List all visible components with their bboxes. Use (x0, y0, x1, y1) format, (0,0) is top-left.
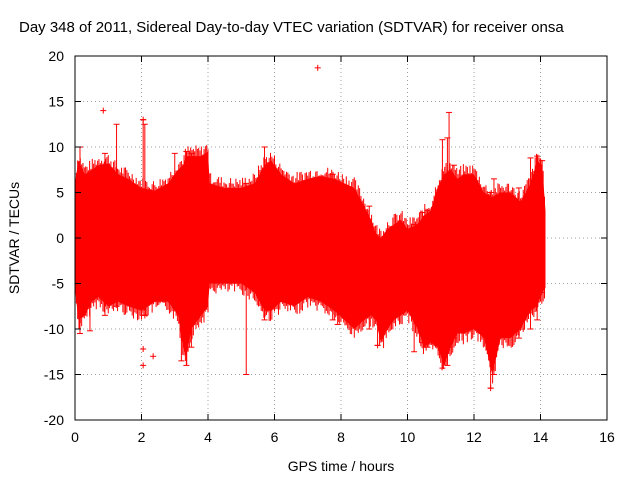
outlier-point (487, 385, 494, 392)
y-tick-label: 0 (56, 230, 64, 246)
axis-ticks (74, 55, 608, 421)
x-tick-label: 10 (400, 429, 416, 445)
y-tick-label: 10 (48, 139, 64, 155)
x-tick-label: 4 (204, 429, 212, 445)
y-tick-label: 20 (48, 48, 64, 64)
y-tick-label: -20 (44, 412, 64, 428)
y-tick-label: 15 (48, 94, 64, 110)
tick-labels: 0 2 4 6 8 10 12 14 16 -20 -15 -10 -5 0 5 10 15 20 (44, 48, 615, 445)
x-tick-label: 14 (533, 429, 549, 445)
outlier-point (314, 64, 321, 71)
outlier-point (140, 362, 147, 369)
y-axis-label: SDTVAR / TECUs (6, 182, 22, 294)
outlier-point (150, 353, 157, 360)
x-tick-label: 6 (271, 429, 279, 445)
outlier-point (140, 116, 147, 123)
y-tick-label: -5 (52, 276, 65, 292)
chart-title: Day 348 of 2011, Sidereal Day-to-day VTE… (19, 19, 564, 36)
outlier-point (374, 342, 381, 349)
x-tick-label: 12 (466, 429, 482, 445)
y-tick-label: -15 (44, 367, 64, 383)
x-tick-label: 2 (138, 429, 146, 445)
x-axis-label: GPS time / hours (288, 458, 395, 474)
y-tick-label: 5 (56, 185, 64, 201)
outlier-point (140, 346, 147, 353)
x-tick-label: 8 (337, 429, 345, 445)
data-series (74, 64, 546, 392)
y-tick-label: -10 (44, 321, 64, 337)
x-tick-label: 0 (71, 429, 79, 445)
outlier-point (100, 107, 107, 114)
x-tick-label: 16 (599, 429, 615, 445)
outlier-point (141, 312, 148, 319)
